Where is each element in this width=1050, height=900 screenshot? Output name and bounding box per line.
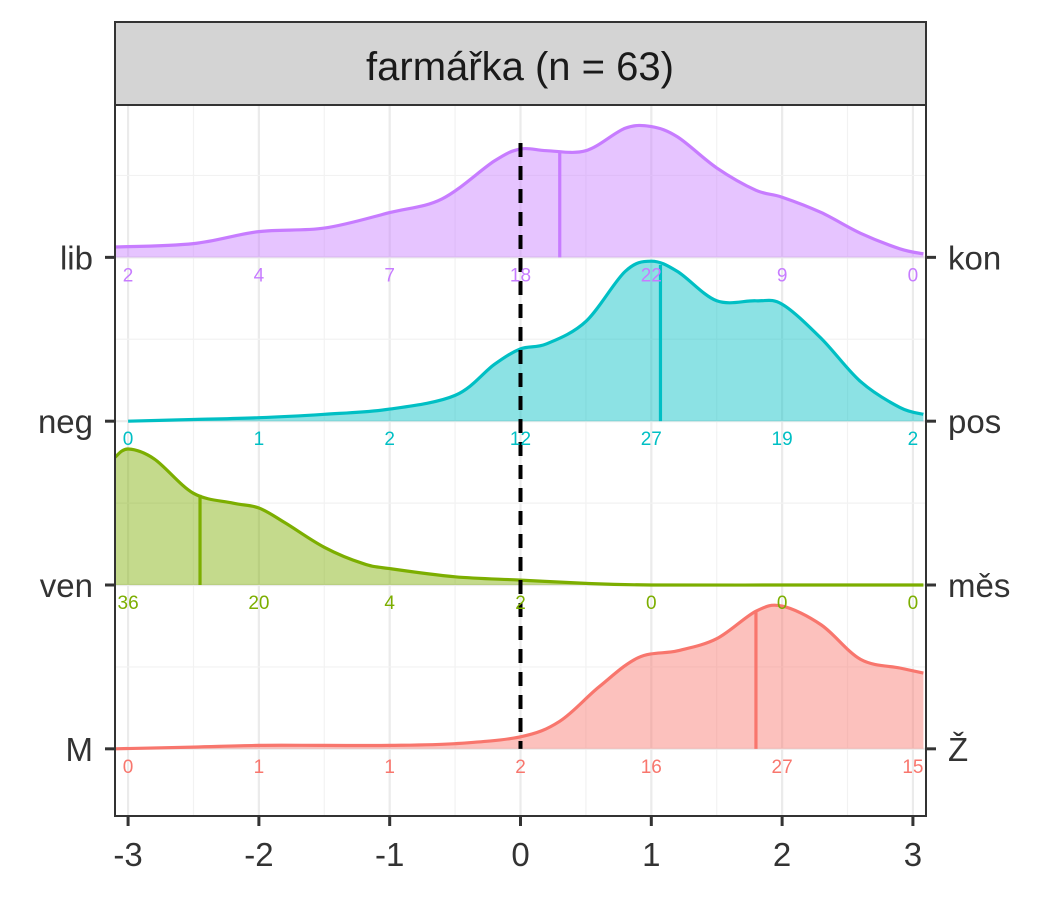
facet-strip <box>114 21 927 106</box>
count-label: 0 <box>646 593 657 614</box>
x-tick-label: 0 <box>511 836 529 873</box>
density-area <box>115 605 924 749</box>
density-line <box>114 123 924 256</box>
count-label: 20 <box>248 593 269 614</box>
count-label: 0 <box>123 757 134 778</box>
count-label: 2 <box>515 757 526 778</box>
facet-title: farmářka (n = 63) <box>366 45 674 89</box>
count-label: 16 <box>641 757 662 778</box>
count-labels: 2 4 7 18 22 9 00 1 2 12 27 19 236 20 4 2 0 0 00 1 1 2 16 27 15 <box>118 265 924 777</box>
count-label: 2 <box>123 265 134 286</box>
count-label: 0 <box>908 265 919 286</box>
ridge-neg-pos <box>128 259 924 423</box>
count-label: 4 <box>254 265 265 286</box>
count-label: 22 <box>641 265 662 286</box>
y-label-right: měs <box>948 567 1010 604</box>
density-line <box>114 603 924 751</box>
ridge-ven-měs <box>114 447 924 587</box>
x-axis: -3 -2 -1 0 1 2 3 <box>113 816 922 873</box>
count-label: 2 <box>515 593 526 614</box>
count-label: 27 <box>641 429 662 450</box>
ridge-M-Ž <box>114 603 924 751</box>
density-area <box>115 448 924 586</box>
y-axis-right: kon pos měs Ž <box>926 239 1010 768</box>
x-tick-label: 1 <box>642 836 660 873</box>
y-label-right: Ž <box>948 731 968 768</box>
y-label-left: ven <box>40 567 93 604</box>
y-axis-left: lib neg ven M <box>38 239 115 768</box>
x-tick-label: -1 <box>375 836 404 873</box>
y-label-right: pos <box>948 403 1001 440</box>
x-tick-label: 3 <box>904 836 922 873</box>
count-label: 2 <box>384 429 395 450</box>
count-label: 4 <box>384 593 395 614</box>
density-line <box>128 259 924 423</box>
count-label: 27 <box>772 757 793 778</box>
y-label-left: M <box>66 731 94 768</box>
count-label: 19 <box>772 429 793 450</box>
count-label: 1 <box>254 429 265 450</box>
count-label: 1 <box>384 757 395 778</box>
x-tick-label: -2 <box>244 836 273 873</box>
count-label: 36 <box>118 593 139 614</box>
count-label: 18 <box>510 265 531 286</box>
y-label-right: kon <box>948 239 1001 276</box>
y-label-left: neg <box>38 403 93 440</box>
count-label: 0 <box>908 593 919 614</box>
count-label: 2 <box>908 429 919 450</box>
count-label: 0 <box>777 593 788 614</box>
count-label: 9 <box>777 265 788 286</box>
count-label: 0 <box>123 429 134 450</box>
x-tick-label: -3 <box>113 836 142 873</box>
x-tick-label: 2 <box>773 836 791 873</box>
density-area <box>128 261 924 422</box>
count-label: 15 <box>902 757 923 778</box>
density-line <box>114 447 924 587</box>
count-label: 12 <box>510 429 531 450</box>
count-label: 7 <box>384 265 395 286</box>
y-label-left: lib <box>60 239 93 276</box>
count-label: 1 <box>254 757 265 778</box>
